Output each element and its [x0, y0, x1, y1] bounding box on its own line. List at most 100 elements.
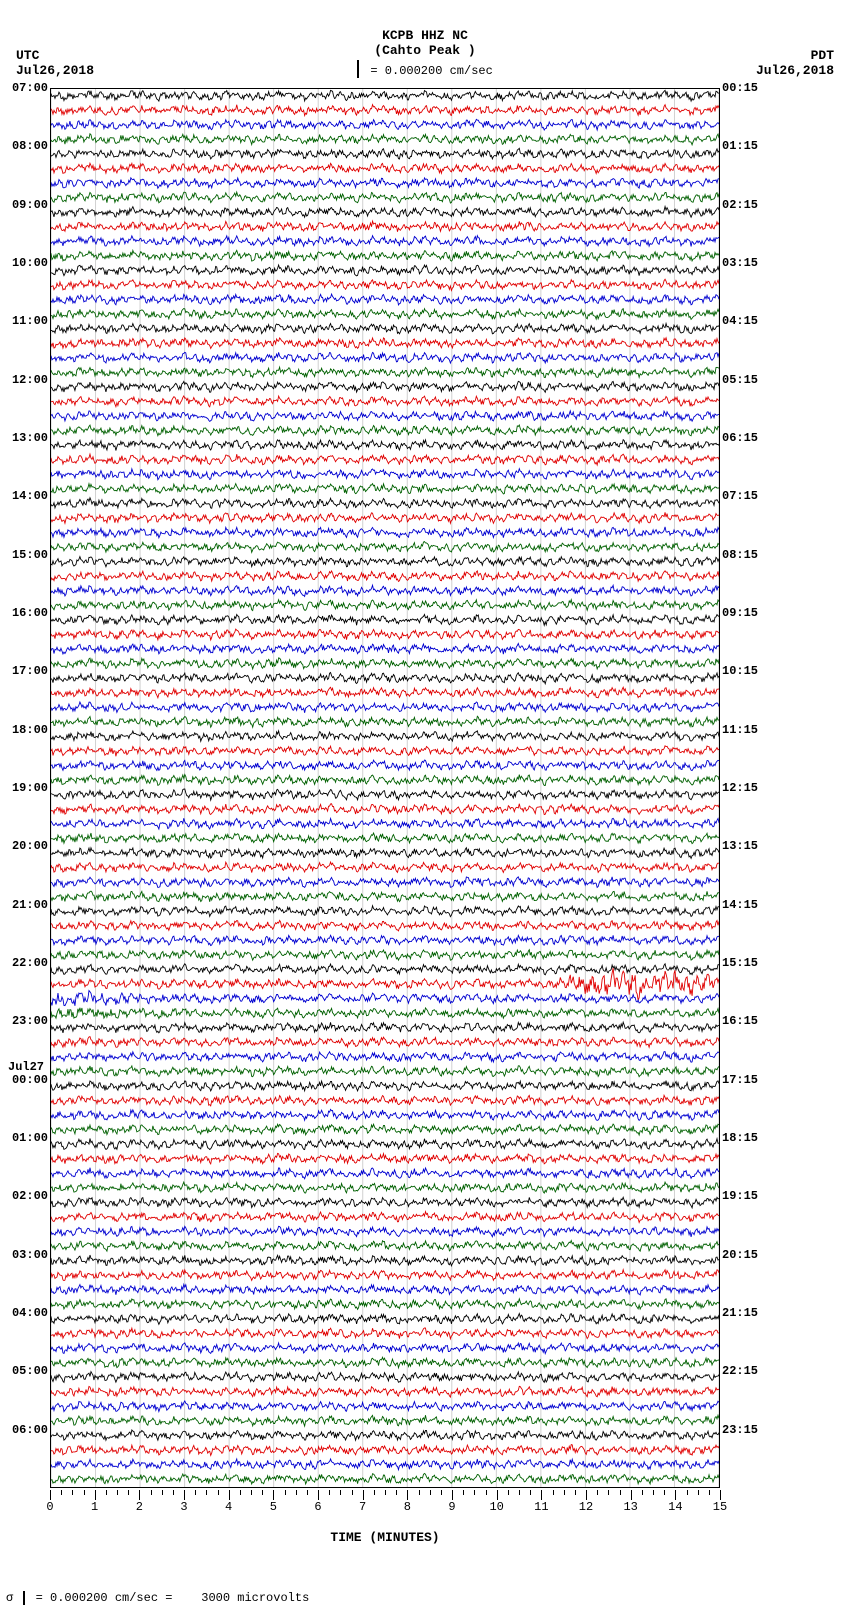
footer-scale: σ = 0.000200 cm/sec = 3000 microvolts — [6, 1591, 309, 1605]
hour-label-right: 04:15 — [722, 314, 770, 328]
xtick-minor — [430, 1490, 431, 1495]
xtick-major — [631, 1490, 632, 1500]
xtick-minor — [530, 1490, 531, 1495]
xtick-minor — [296, 1490, 297, 1495]
hour-label-left: 10:00 — [0, 256, 48, 270]
xtick-minor — [419, 1490, 420, 1495]
xtick-minor — [307, 1490, 308, 1495]
hour-label-right: 12:15 — [722, 781, 770, 795]
hour-label-right: 16:15 — [722, 1014, 770, 1028]
xtick-label: 12 — [579, 1500, 593, 1514]
scale-indicator: = 0.000200 cm/sec — [0, 62, 850, 80]
xtick-label: 15 — [713, 1500, 727, 1514]
footer-bar-icon — [23, 1591, 25, 1605]
xtick-minor — [620, 1490, 621, 1495]
hour-label-right: 08:15 — [722, 548, 770, 562]
xtick-minor — [553, 1490, 554, 1495]
xtick-minor — [608, 1490, 609, 1495]
xtick-major — [675, 1490, 676, 1500]
xtick-label: 4 — [225, 1500, 232, 1514]
xtick-minor — [106, 1490, 107, 1495]
x-axis: 0123456789101112131415 TIME (MINUTES) — [50, 1490, 720, 1545]
hour-label-left: 21:00 — [0, 898, 48, 912]
hour-label-right: 05:15 — [722, 373, 770, 387]
xtick-minor — [687, 1490, 688, 1495]
hour-label-left: 04:00 — [0, 1306, 48, 1320]
scale-text: = 0.000200 cm/sec — [370, 64, 492, 78]
xtick-major — [452, 1490, 453, 1500]
header: KCPB HHZ NC (Cahto Peak ) = 0.000200 cm/… — [0, 28, 850, 80]
xtick-label: 9 — [448, 1500, 455, 1514]
xtick-label: 7 — [359, 1500, 366, 1514]
xtick-minor — [84, 1490, 85, 1495]
xtick-minor — [575, 1490, 576, 1495]
hour-label-right: 23:15 — [722, 1423, 770, 1437]
xtick-major — [184, 1490, 185, 1500]
hour-label-right: 18:15 — [722, 1131, 770, 1145]
xtick-major — [586, 1490, 587, 1500]
xtick-minor — [385, 1490, 386, 1495]
hour-label-left: 17:00 — [0, 664, 48, 678]
hour-label-right: 07:15 — [722, 489, 770, 503]
xtick-major — [497, 1490, 498, 1500]
x-axis-label: TIME (MINUTES) — [50, 1530, 720, 1545]
xtick-major — [318, 1490, 319, 1500]
xtick-label: 3 — [180, 1500, 187, 1514]
tz-left-date: Jul26,2018 — [16, 63, 94, 78]
xtick-minor — [564, 1490, 565, 1495]
xtick-minor — [474, 1490, 475, 1495]
xtick-label: 6 — [314, 1500, 321, 1514]
xtick-label: 5 — [270, 1500, 277, 1514]
xtick-minor — [508, 1490, 509, 1495]
xtick-minor — [162, 1490, 163, 1495]
xtick-minor — [251, 1490, 252, 1495]
xtick-major — [50, 1490, 51, 1500]
hour-label-right: 01:15 — [722, 139, 770, 153]
hour-label-left: 13:00 — [0, 431, 48, 445]
hour-label-right: 15:15 — [722, 956, 770, 970]
xtick-minor — [151, 1490, 152, 1495]
hour-label-right: 22:15 — [722, 1364, 770, 1378]
xtick-minor — [329, 1490, 330, 1495]
hour-label-right: 13:15 — [722, 839, 770, 853]
xtick-label: 13 — [623, 1500, 637, 1514]
hour-label-right: 09:15 — [722, 606, 770, 620]
xtick-label: 14 — [668, 1500, 682, 1514]
footer-suffix: 3000 microvolts — [201, 1591, 309, 1605]
tz-left-label: UTC — [16, 48, 94, 63]
xtick-minor — [664, 1490, 665, 1495]
xtick-minor — [374, 1490, 375, 1495]
hour-label-left: 09:00 — [0, 198, 48, 212]
hour-label-left: 16:00 — [0, 606, 48, 620]
hour-label-left: 18:00 — [0, 723, 48, 737]
hour-label-left: 19:00 — [0, 781, 48, 795]
hour-label-left: 22:00 — [0, 956, 48, 970]
hour-label-left: 03:00 — [0, 1248, 48, 1262]
station-title: KCPB HHZ NC — [0, 28, 850, 43]
xtick-minor — [128, 1490, 129, 1495]
seismogram-svg — [51, 89, 719, 1487]
hour-label-right: 14:15 — [722, 898, 770, 912]
xtick-minor — [195, 1490, 196, 1495]
hour-label-left: 14:00 — [0, 489, 48, 503]
hour-label-left: 12:00 — [0, 373, 48, 387]
xtick-minor — [173, 1490, 174, 1495]
hour-label-right: 06:15 — [722, 431, 770, 445]
hour-label-right: 20:15 — [722, 1248, 770, 1262]
tz-right-date: Jul26,2018 — [756, 63, 834, 78]
hour-label-right: 10:15 — [722, 664, 770, 678]
xtick-minor — [653, 1490, 654, 1495]
xtick-minor — [72, 1490, 73, 1495]
x-axis-ticks: 0123456789101112131415 — [50, 1490, 720, 1512]
xtick-label: 1 — [91, 1500, 98, 1514]
xtick-major — [407, 1490, 408, 1500]
hour-label-right: 17:15 — [722, 1073, 770, 1087]
hour-label-right: 11:15 — [722, 723, 770, 737]
xtick-major — [95, 1490, 96, 1500]
sigma-char: σ — [6, 1591, 13, 1605]
xtick-label: 2 — [136, 1500, 143, 1514]
xtick-minor — [352, 1490, 353, 1495]
xtick-major — [720, 1490, 721, 1500]
xtick-major — [541, 1490, 542, 1500]
xtick-minor — [463, 1490, 464, 1495]
